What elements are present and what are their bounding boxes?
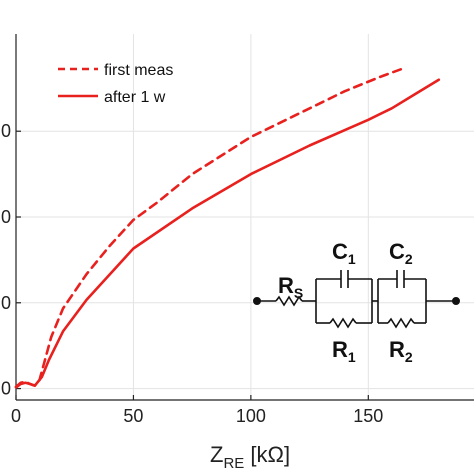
legend: first meas after 1 w bbox=[58, 62, 173, 106]
circuit-label-rs: RS bbox=[278, 273, 303, 301]
y-tick-label: 0 bbox=[1, 293, 11, 313]
resistor-r1-icon bbox=[329, 317, 357, 329]
circuit-label-r2: R2 bbox=[389, 337, 413, 365]
resistor-rs-icon bbox=[275, 295, 303, 307]
equivalent-circuit-inset bbox=[253, 270, 460, 329]
resistor-r2-icon bbox=[387, 317, 415, 329]
y-tick-label: 0 bbox=[1, 121, 11, 141]
circuit-terminal-right bbox=[451, 296, 460, 305]
circuit-label-c2: C2 bbox=[389, 239, 413, 267]
circuit-label-c1: C1 bbox=[332, 239, 356, 267]
x-tick-label: 100 bbox=[236, 406, 266, 426]
circuit-label-r1: R1 bbox=[332, 337, 356, 365]
series-line-after-1w bbox=[14, 78, 441, 389]
y-tick-label: 0 bbox=[1, 379, 11, 399]
y-tick-label: 0 bbox=[1, 207, 11, 227]
legend-label-after-1w: after 1 w bbox=[104, 89, 166, 106]
x-tick-label: 50 bbox=[123, 406, 143, 426]
x-tick-label: 0 bbox=[11, 406, 21, 426]
x-axis-label: ZRE [kΩ] bbox=[210, 442, 290, 472]
series-group bbox=[14, 67, 441, 389]
x-tick-label: 150 bbox=[353, 406, 383, 426]
legend-label-first-meas: first meas bbox=[104, 62, 173, 79]
